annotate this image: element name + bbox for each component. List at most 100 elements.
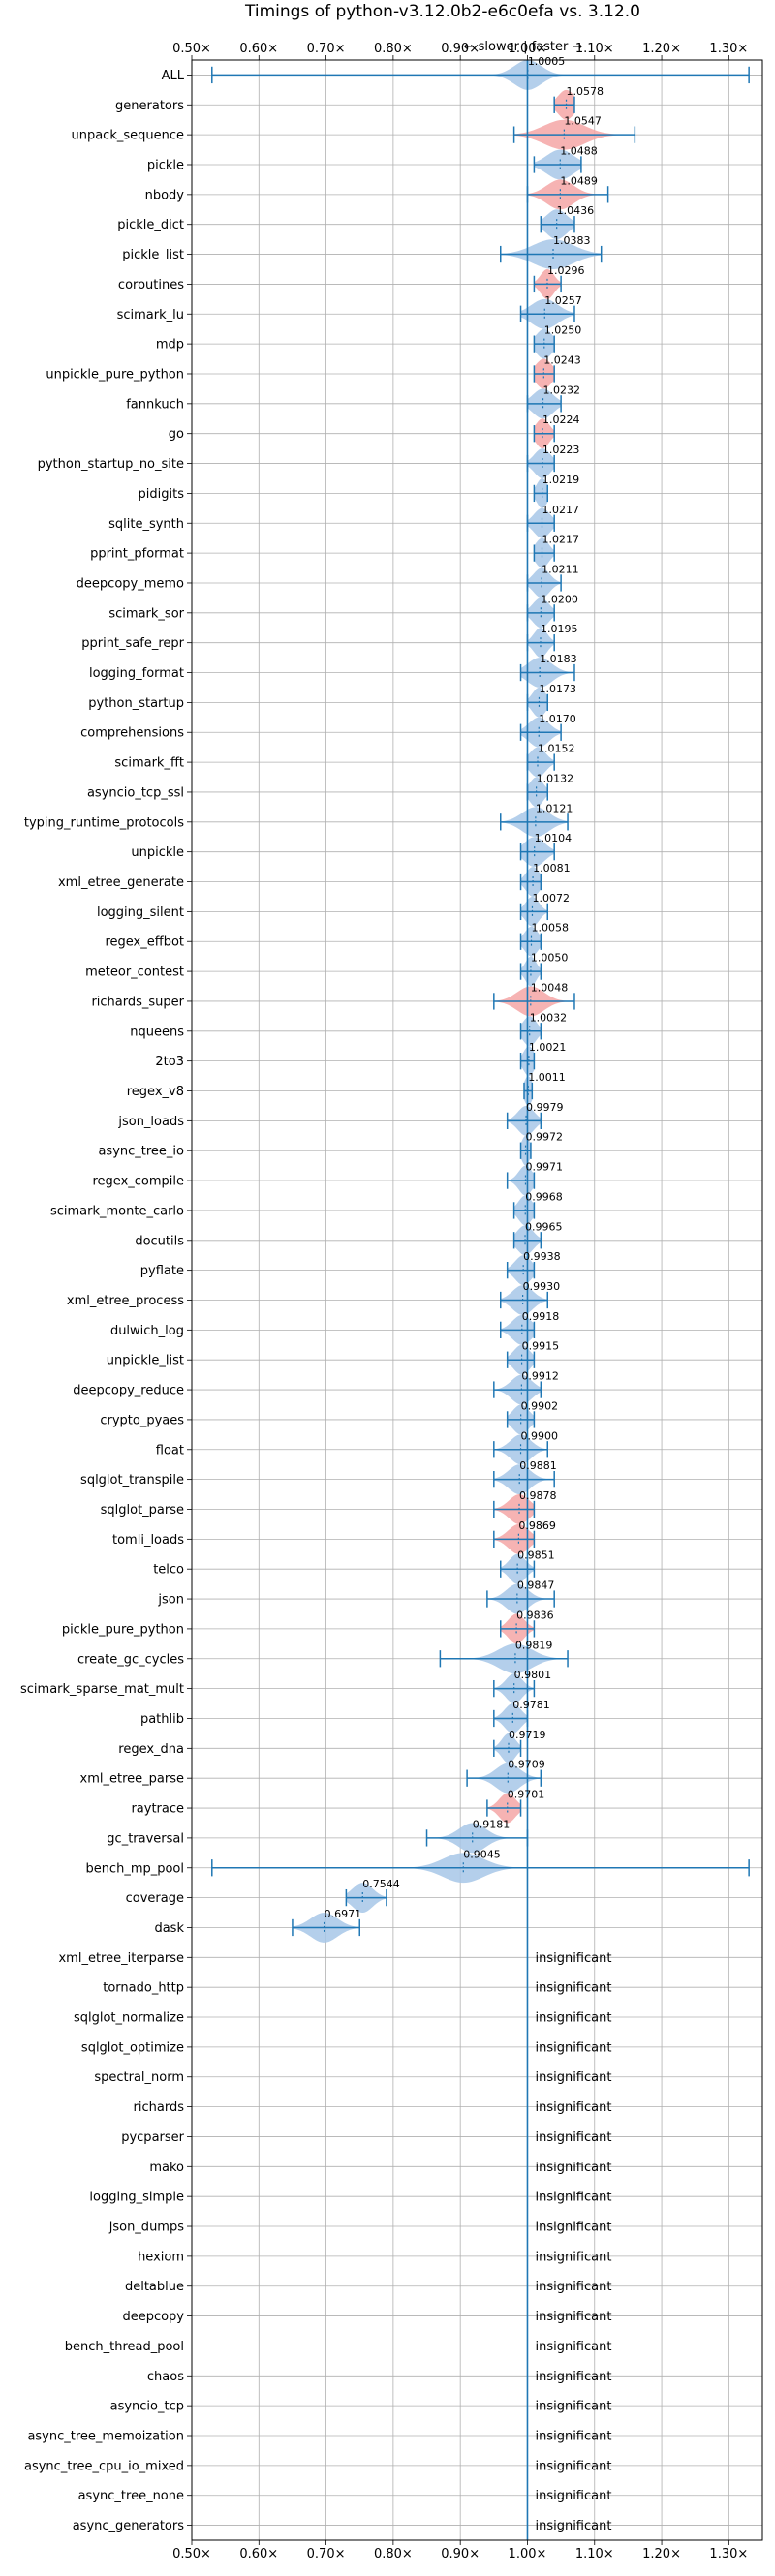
benchmark-label: deepcopy_memo xyxy=(77,576,184,591)
benchmark-label: richards_super xyxy=(91,995,184,1009)
benchmark-label: bench_mp_pool xyxy=(85,1861,184,1876)
value-label: 1.0223 xyxy=(542,444,580,456)
x-tick-label-top: 0.90× xyxy=(441,42,480,56)
value-label: 0.6971 xyxy=(325,1908,362,1920)
value-label: 1.0547 xyxy=(564,115,602,128)
x-tick-label-top: 0.70× xyxy=(307,42,346,56)
plot-frame xyxy=(191,59,763,2541)
value-label: 0.9900 xyxy=(521,1429,559,1442)
benchmark-label: xml_etree_process xyxy=(67,1294,184,1308)
benchmark-label: python_startup xyxy=(88,696,184,711)
x-tick-label-bottom: 1.00× xyxy=(509,2547,547,2561)
insignificant-label: insignificant xyxy=(535,2070,611,2085)
benchmark-label: pycparser xyxy=(121,2131,184,2145)
x-tick-label-bottom: 0.60× xyxy=(239,2547,278,2561)
benchmark-label: dask xyxy=(154,1921,184,1936)
insignificant-label: insignificant xyxy=(535,2489,611,2503)
benchmark-label: unpickle xyxy=(131,845,184,860)
x-tick-label-bottom: 1.30× xyxy=(709,2547,748,2561)
benchmark-label: async_tree_io xyxy=(98,1145,184,1159)
x-tick-label-top: 1.30× xyxy=(709,42,748,56)
benchmark-label: regex_compile xyxy=(92,1175,184,1189)
insignificant-label: insignificant xyxy=(535,2340,611,2354)
value-label: 0.9701 xyxy=(508,1789,545,1801)
benchmark-label: mako xyxy=(149,2161,184,2175)
value-label: 1.0132 xyxy=(537,772,574,784)
benchmark-label: async_generators xyxy=(73,2519,185,2533)
value-label: 1.0243 xyxy=(543,353,581,366)
benchmark-label: logging_silent xyxy=(97,905,184,920)
value-label: 0.9938 xyxy=(523,1250,561,1263)
benchmark-label: async_tree_memoization xyxy=(27,2430,184,2444)
benchmark-label: regex_dna xyxy=(118,1742,184,1757)
value-label: 1.0436 xyxy=(557,204,595,217)
value-label: 0.9902 xyxy=(521,1399,559,1412)
x-tick-label-top: 0.60× xyxy=(239,42,278,56)
value-label: 1.0217 xyxy=(542,504,580,516)
chart-subtitle: ← slower | faster → xyxy=(464,40,583,54)
insignificant-label: insignificant xyxy=(535,2310,611,2324)
benchmark-label: coroutines xyxy=(118,278,184,292)
benchmark-label: regex_effbot xyxy=(105,935,184,950)
benchmark-label: asyncio_tcp xyxy=(110,2400,184,2414)
value-label: 1.0200 xyxy=(541,593,578,605)
value-label: 0.9851 xyxy=(517,1549,555,1562)
value-label: 1.0219 xyxy=(542,474,580,486)
benchmark-label: meteor_contest xyxy=(85,966,184,980)
insignificant-label: insignificant xyxy=(535,1981,611,1996)
value-label: 1.0050 xyxy=(531,952,569,965)
x-tick-label-top: 1.20× xyxy=(642,42,681,56)
x-tick-label-bottom: 1.20× xyxy=(642,2547,681,2561)
benchmark-label: telco xyxy=(153,1563,184,1578)
value-label: 0.9881 xyxy=(519,1459,557,1472)
insignificant-label: insignificant xyxy=(535,2101,611,2115)
benchmark-label: deltablue xyxy=(125,2280,184,2294)
value-label: 0.9045 xyxy=(463,1848,500,1860)
value-label: 0.9801 xyxy=(514,1669,552,1681)
value-label: 0.9968 xyxy=(525,1190,563,1203)
value-label: 1.0173 xyxy=(539,683,576,695)
insignificant-label: insignificant xyxy=(535,2519,611,2533)
benchmark-label: comprehensions xyxy=(80,726,184,741)
benchmark-label: dulwich_log xyxy=(110,1324,184,1338)
benchmark-label: python_startup_no_site xyxy=(38,457,184,472)
benchmark-label: regex_v8 xyxy=(127,1085,184,1099)
benchmark-label: unpickle_pure_python xyxy=(46,367,184,382)
benchmark-label: deepcopy xyxy=(122,2310,184,2324)
value-label: 1.0021 xyxy=(529,1041,567,1054)
value-label: 0.9972 xyxy=(526,1131,564,1144)
benchmark-label: raytrace xyxy=(131,1802,184,1817)
benchmark-label: scimark_sor xyxy=(108,606,184,621)
benchmark-label: unpickle_list xyxy=(107,1354,184,1368)
benchmark-label: chaos xyxy=(147,2370,184,2384)
insignificant-label: insignificant xyxy=(535,2400,611,2414)
value-label: 1.0005 xyxy=(528,55,566,68)
value-label: 1.0170 xyxy=(539,713,576,725)
value-label: 1.0058 xyxy=(531,922,569,935)
chart-title: Timings of python-v3.12.0b2-e6c0efa vs. … xyxy=(244,2,640,21)
value-label: 0.9181 xyxy=(473,1818,511,1830)
benchmark-label: fannkuch xyxy=(126,397,184,412)
benchmark-label: scimark_monte_carlo xyxy=(50,1204,184,1218)
benchmark-label: logging_format xyxy=(89,666,184,681)
value-label: 1.0224 xyxy=(542,414,580,426)
benchmark-label: sqlite_synth xyxy=(108,517,184,532)
insignificant-label: insignificant xyxy=(535,1951,611,1966)
benchmark-label: xml_etree_generate xyxy=(58,875,184,890)
value-label: 1.0257 xyxy=(544,294,582,307)
benchmark-label: mdp xyxy=(156,338,184,353)
benchmark-label: hexiom xyxy=(138,2250,184,2264)
value-label: 1.0211 xyxy=(542,563,579,575)
x-tick-label-top: 1.10× xyxy=(575,42,614,56)
value-label: 1.0081 xyxy=(533,862,571,874)
benchmark-label: sqlglot_parse xyxy=(101,1503,184,1518)
value-label: 0.9869 xyxy=(518,1519,556,1532)
violin-layer xyxy=(211,60,750,1943)
benchmark-label: pickle_list xyxy=(122,248,184,262)
value-label: 1.0152 xyxy=(538,743,575,755)
x-tick-label-bottom: 1.10× xyxy=(575,2547,614,2561)
insignificant-label: insignificant xyxy=(535,2280,611,2294)
benchmark-label: pidigits xyxy=(139,487,185,502)
benchmark-label: spectral_norm xyxy=(94,2070,184,2085)
